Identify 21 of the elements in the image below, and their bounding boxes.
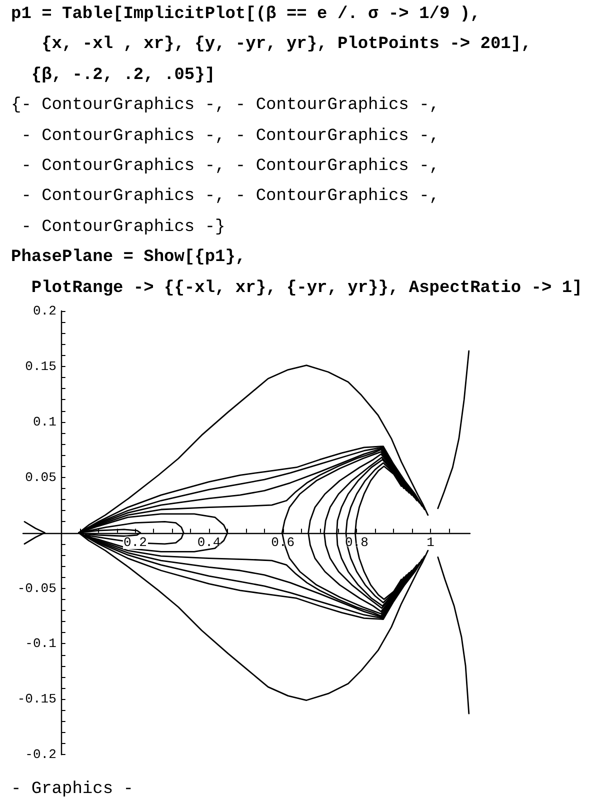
- x-tick-label: 0.4: [197, 534, 221, 550]
- y-tick-label: -0.1: [25, 636, 57, 652]
- text: - ContourGraphics -, - ContourGraphics -,: [20, 187, 440, 208]
- y-tick-label: 0.05: [25, 470, 56, 485]
- y-tick-label: 0.1: [32, 414, 57, 430]
- y-tick-label: 0.2: [32, 304, 56, 318]
- text: PhasePlane = Show[{p1},: [11, 248, 246, 268]
- text: PlotRange -> {{-xl, xr}, {-yr, yr}}, AspectRatio -> 1]: [30, 278, 582, 299]
- text: p1 = Table[ImplicitPlot[(β == e /. σ -> 1/9 ),: [11, 5, 480, 25]
- text: - ContourGraphics -, - ContourGraphics -,: [20, 157, 440, 177]
- text: - ContourGraphics -, - ContourGraphics -,: [20, 126, 440, 147]
- y-tick-label: 0.15: [25, 358, 56, 374]
- text: {x, -xl , xr}, {y, -yr, yr}, PlotPoints -> 201],: [40, 35, 532, 56]
- text: - ContourGraphics -}: [20, 218, 226, 238]
- text: {- ContourGraphics -, - ContourGraphics -,: [11, 96, 440, 116]
- y-tick-label: -0.2: [25, 747, 56, 762]
- text: {β, -.2, .2, .05}]: [30, 66, 216, 86]
- y-tick-label: -0.05: [17, 580, 56, 596]
- y-tick-label: -0.15: [17, 692, 56, 707]
- text: - Graphics -: [11, 780, 134, 800]
- x-tick-label: 1: [426, 534, 434, 550]
